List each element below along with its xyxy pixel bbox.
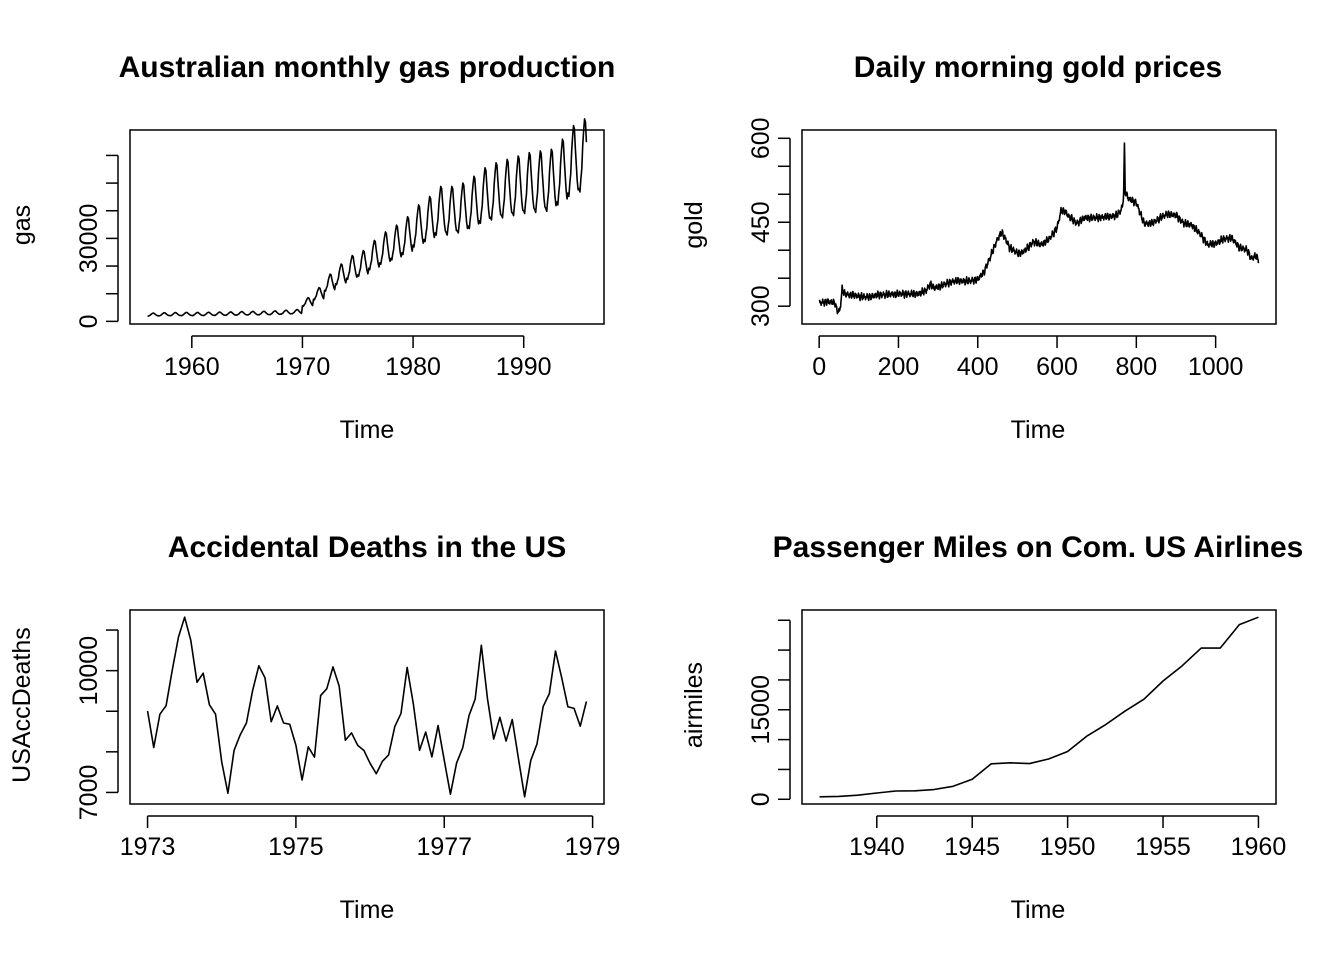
chart-title: Accidental Deaths in the US — [168, 531, 566, 564]
y-axis-label: gas — [8, 205, 36, 245]
x-tick-label: 1975 — [268, 833, 324, 861]
y-axis-label: USAccDeaths — [8, 627, 36, 783]
x-tick-label: 200 — [878, 353, 920, 381]
x-tick-label: 1955 — [1135, 833, 1191, 861]
x-tick-label: 1940 — [849, 833, 905, 861]
x-axis-label: Time — [1011, 416, 1066, 444]
y-tick-label: 30000 — [75, 204, 103, 274]
x-tick-label: 1979 — [565, 833, 621, 861]
y-tick-label: 7000 — [75, 765, 103, 821]
y-tick-label: 10000 — [75, 636, 103, 706]
y-tick-label: 450 — [747, 201, 775, 243]
x-tick-label: 1950 — [1040, 833, 1096, 861]
x-tick-label: 600 — [1036, 353, 1078, 381]
y-tick-label: 0 — [747, 792, 775, 806]
panel-usaccdeaths: Accidental Deaths in the US Time USAccDe… — [8, 531, 620, 924]
x-tick-label: 400 — [957, 353, 999, 381]
chart-title: Daily morning gold prices — [854, 51, 1222, 84]
plot-frame — [129, 129, 605, 325]
x-tick-label: 1000 — [1188, 353, 1244, 381]
series-line — [146, 616, 588, 798]
y-tick-label: 0 — [75, 314, 103, 328]
y-axis-label: airmiles — [680, 662, 708, 748]
x-tick-label: 1980 — [385, 353, 441, 381]
panel-gas: Australian monthly gas production Time g… — [8, 51, 615, 444]
plot-frame — [801, 609, 1277, 805]
x-tick-label: 1990 — [496, 353, 552, 381]
series-line — [819, 616, 1259, 798]
x-tick-label: 1960 — [1231, 833, 1287, 861]
plot-frame — [801, 129, 1277, 325]
panel-gold: Daily morning gold prices Time gold 0 200… — [680, 51, 1277, 444]
x-tick-label: 1973 — [120, 833, 176, 861]
x-tick-label: 800 — [1115, 353, 1157, 381]
series-line — [818, 142, 1260, 315]
chart-title: Australian monthly gas production — [119, 51, 616, 84]
x-tick-label: 1970 — [275, 353, 331, 381]
plot-frame — [129, 609, 605, 805]
x-tick-label: 1977 — [416, 833, 472, 861]
x-tick-label: 1960 — [164, 353, 220, 381]
x-axis-label: Time — [340, 416, 395, 444]
series-line — [147, 118, 588, 317]
y-tick-label: 15000 — [747, 675, 775, 745]
y-tick-label: 600 — [747, 117, 775, 159]
x-tick-label: 1945 — [944, 833, 1000, 861]
y-tick-label: 300 — [747, 285, 775, 327]
x-tick-label: 0 — [812, 353, 826, 381]
x-axis-label: Time — [1011, 896, 1066, 924]
chart-title: Passenger Miles on Com. US Airlines — [773, 531, 1304, 564]
panel-airmiles: Passenger Miles on Com. US Airlines Time… — [680, 531, 1303, 924]
y-axis-label: gold — [680, 201, 708, 248]
x-axis-label: Time — [340, 896, 395, 924]
